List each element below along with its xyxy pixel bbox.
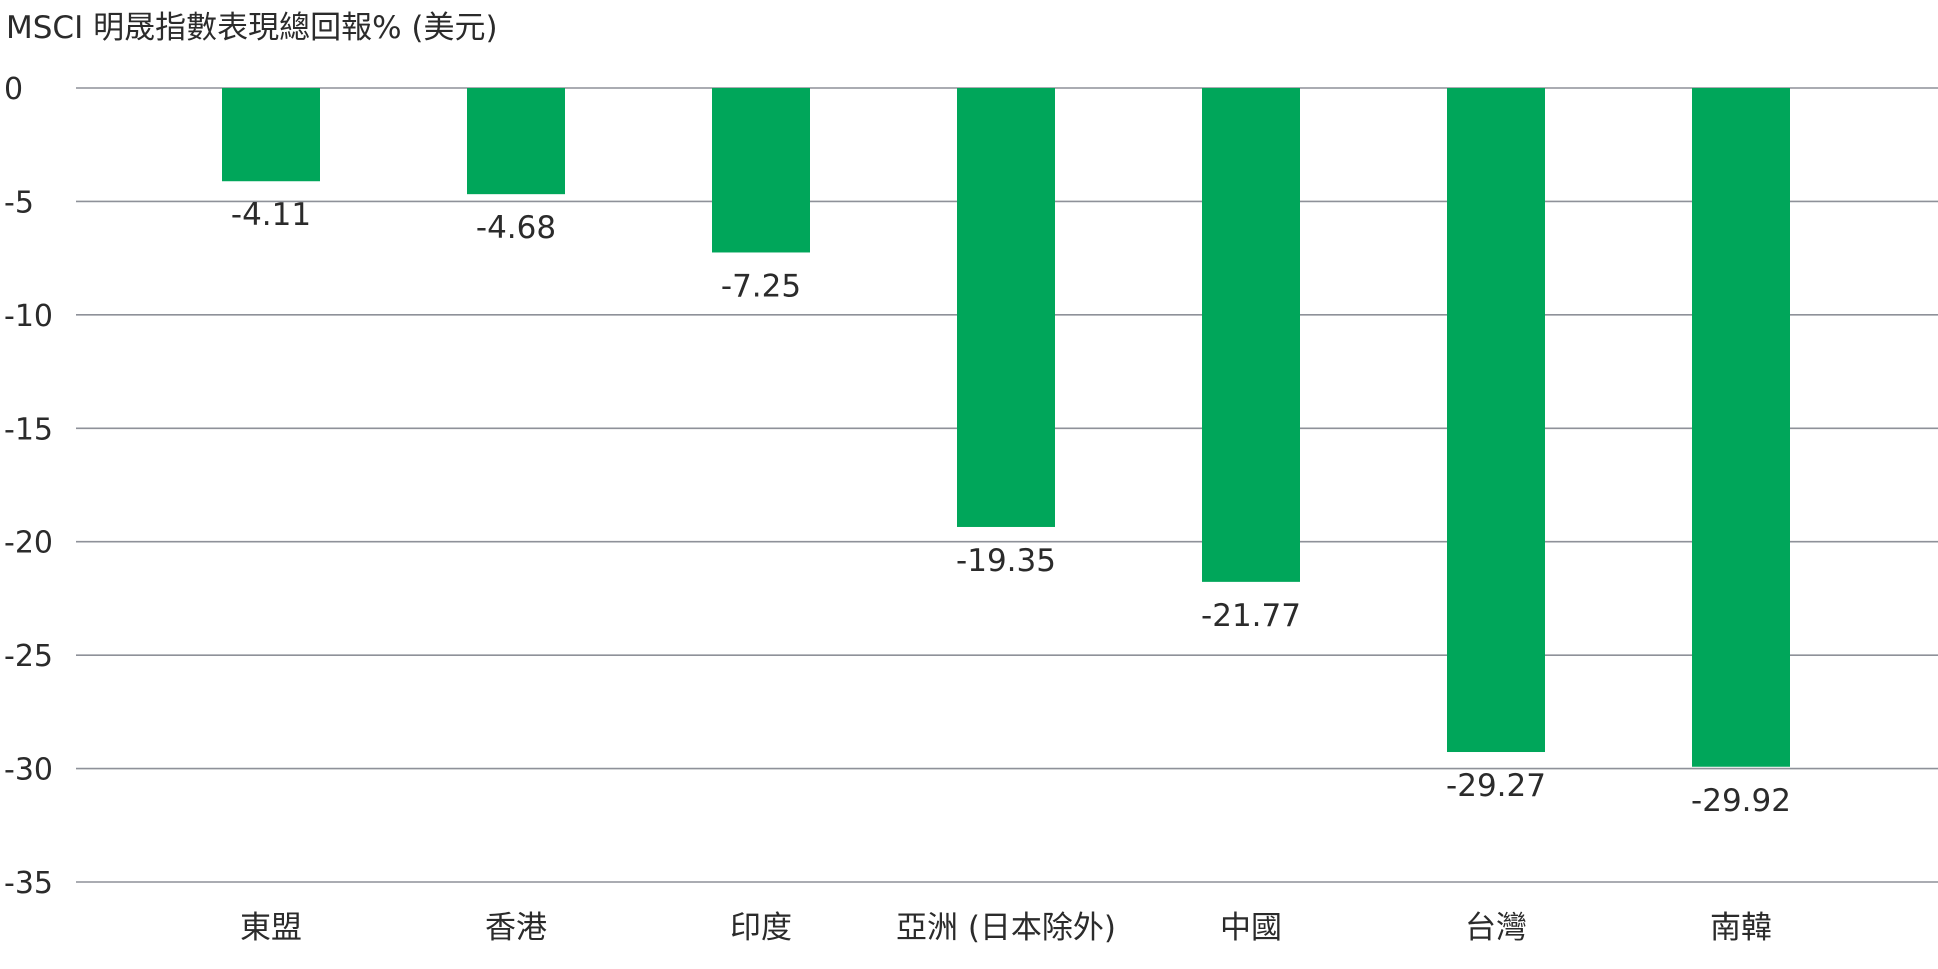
- category-label: 中國: [1220, 910, 1282, 946]
- data-label: -29.27: [1446, 768, 1546, 804]
- y-tick-label: -5: [4, 185, 34, 220]
- y-tick-label: -15: [4, 412, 53, 447]
- y-tick-label: -35: [4, 866, 53, 901]
- bar: [1447, 88, 1545, 753]
- y-axis-label: MSCI 明晟指數表現總回報% (美元): [6, 10, 498, 46]
- y-tick-label: -30: [4, 753, 53, 788]
- y-tick-label: 0: [4, 72, 23, 107]
- category-label: 南韓: [1710, 910, 1772, 946]
- category-label: 台灣: [1465, 910, 1527, 946]
- y-tick-label: -10: [4, 299, 53, 334]
- category-label: 東盟: [240, 910, 302, 946]
- data-label: -4.68: [476, 210, 556, 246]
- category-label: 香港: [485, 910, 547, 946]
- bar: [467, 88, 565, 195]
- bars: [222, 88, 1790, 767]
- y-tick-label: -20: [4, 526, 53, 561]
- data-label: -7.25: [721, 268, 801, 304]
- data-label: -29.92: [1691, 783, 1791, 819]
- bar: [1202, 88, 1300, 582]
- bar: [222, 88, 320, 182]
- category-label: 印度: [730, 910, 792, 946]
- bar: [1692, 88, 1790, 767]
- data-label: -19.35: [956, 543, 1056, 579]
- y-tick-label: -25: [4, 639, 53, 674]
- category-label: 亞洲 (日本除外): [896, 910, 1116, 946]
- category-labels: 東盟 香港 印度 亞洲 (日本除外) 中國 台灣 南韓: [240, 910, 1772, 946]
- data-label: -4.11: [231, 197, 311, 233]
- data-labels: -4.11 -4.68 -7.25 -19.35 -21.77 -29.27 -29.92: [231, 197, 1791, 819]
- bar: [957, 88, 1055, 527]
- bar: [712, 88, 810, 253]
- y-tick-labels: 0 -5 -10 -15 -20 -25 -30 -35: [4, 72, 53, 901]
- data-label: -21.77: [1201, 598, 1301, 634]
